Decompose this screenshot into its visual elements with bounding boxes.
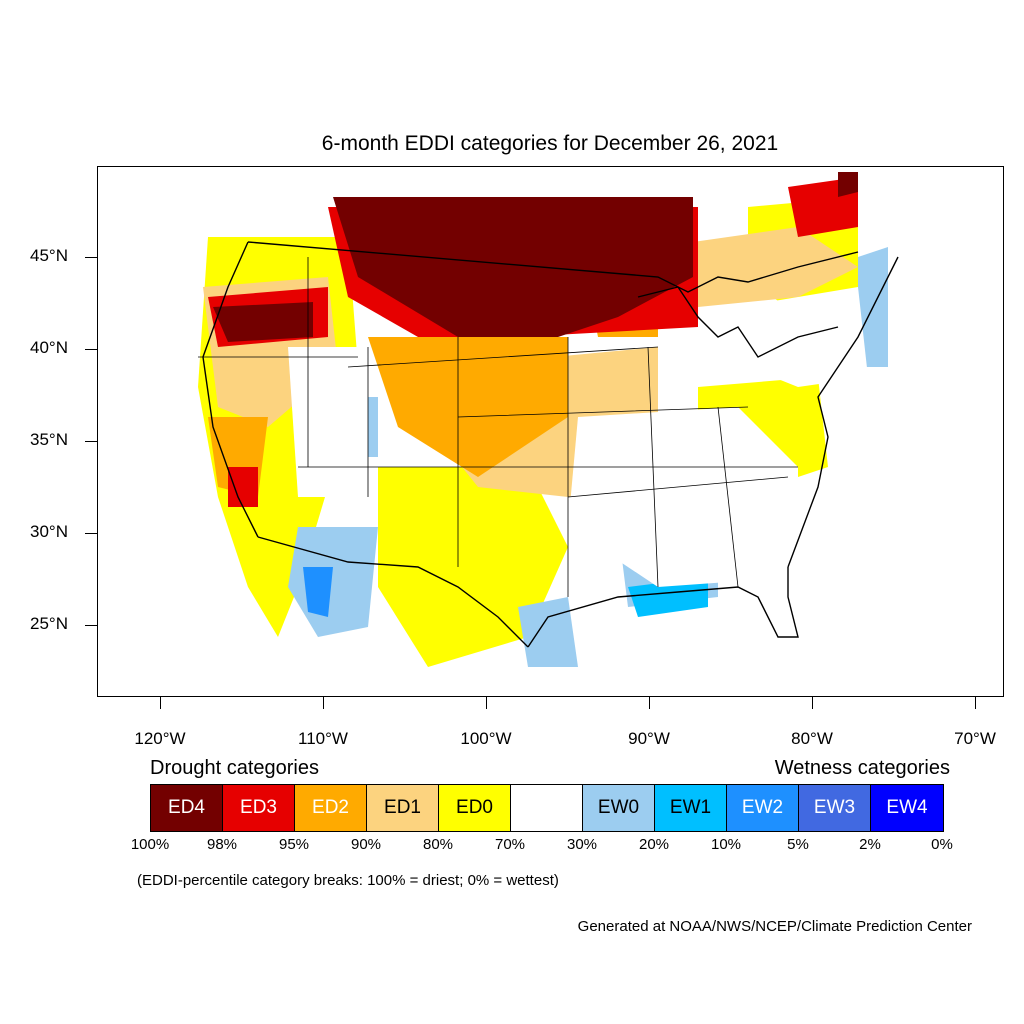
break-label: 70% — [494, 836, 526, 853]
category-legend: ED4 ED3 ED2 ED1 ED0 EW0 EW1 EW2 EW3 EW4 — [150, 784, 944, 832]
break-label: 95% — [278, 836, 310, 853]
legend-box-ew3: EW3 — [799, 785, 871, 831]
credit-line: Generated at NOAA/NWS/NCEP/Climate Predi… — [577, 918, 972, 935]
legend-box-ew1: EW1 — [655, 785, 727, 831]
eddi-map — [97, 166, 1004, 697]
x-label-120w: 120°W — [134, 729, 186, 748]
breaks-note: (EDDI-percentile category breaks: 100% =… — [137, 872, 559, 889]
break-label: 80% — [422, 836, 454, 853]
y-tick — [85, 441, 97, 442]
legend-box-ed3: ED3 — [223, 785, 295, 831]
y-label-25n: 25°N — [30, 614, 68, 633]
legend-box-ew4: EW4 — [871, 785, 943, 831]
ed3-region-sw — [228, 467, 258, 507]
ed2-region-plains — [368, 337, 568, 477]
category-patches — [198, 172, 888, 667]
y-label-40n: 40°N — [30, 338, 68, 357]
break-label: 2% — [859, 836, 881, 853]
legend-box-ed1: ED1 — [367, 785, 439, 831]
map-canvas — [198, 172, 899, 667]
y-label-30n: 30°N — [30, 522, 68, 541]
y-label-45n: 45°N — [30, 246, 68, 265]
x-tick — [160, 697, 161, 709]
legend-box-near-normal — [511, 785, 583, 831]
ed1-region-ne — [658, 227, 858, 307]
ed4-region-ne — [838, 172, 858, 197]
break-label: 20% — [638, 836, 670, 853]
y-tick — [85, 625, 97, 626]
ew1-region-gulf-coast — [628, 577, 708, 617]
x-tick — [323, 697, 324, 709]
boundaries — [198, 241, 899, 648]
great-lakes — [637, 286, 839, 358]
ew0-region-southwest — [288, 527, 378, 637]
legend-box-ew0: EW0 — [583, 785, 655, 831]
legend-box-ed2: ED2 — [295, 785, 367, 831]
break-label: 30% — [566, 836, 598, 853]
y-tick — [85, 257, 97, 258]
east-coast — [787, 256, 899, 568]
near-normal-region-southeast — [568, 407, 798, 587]
y-tick — [85, 533, 97, 534]
y-tick — [85, 349, 97, 350]
ed4-region-pnw — [213, 302, 313, 342]
x-tick — [649, 697, 650, 709]
break-label: 100% — [130, 836, 170, 853]
us-canada-border — [247, 241, 859, 293]
legend-box-ed4: ED4 — [151, 785, 223, 831]
near-normal-region-great-basin — [288, 347, 368, 497]
break-label: 0% — [931, 836, 953, 853]
y-label-35n: 35°N — [30, 430, 68, 449]
x-label-70w: 70°W — [954, 729, 996, 748]
ew0-region-texas — [518, 597, 578, 667]
x-label-80w: 80°W — [791, 729, 833, 748]
map-title: 6-month EDDI categories for December 26,… — [321, 132, 779, 155]
break-label: 90% — [350, 836, 382, 853]
near-normal-region-northeast — [738, 287, 868, 387]
ed4-region-north — [333, 197, 693, 337]
legend-box-ed0: ED0 — [439, 785, 511, 831]
drought-heading: Drought categories — [150, 757, 319, 779]
x-tick — [812, 697, 813, 709]
x-label-90w: 90°W — [628, 729, 670, 748]
west-coast — [202, 241, 259, 538]
x-label-110w: 110°W — [298, 729, 348, 748]
x-tick — [975, 697, 976, 709]
state-lines-2 — [298, 346, 798, 498]
wetness-heading: Wetness categories — [774, 757, 950, 779]
break-label: 5% — [787, 836, 809, 853]
x-label-100w: 100°W — [460, 729, 512, 748]
break-label: 10% — [710, 836, 742, 853]
x-tick — [486, 697, 487, 709]
ew2-region-baja — [303, 567, 333, 617]
legend-box-ew2: EW2 — [727, 785, 799, 831]
gulf-coast — [527, 567, 799, 648]
us-mexico-border — [257, 536, 529, 648]
break-label: 98% — [206, 836, 238, 853]
